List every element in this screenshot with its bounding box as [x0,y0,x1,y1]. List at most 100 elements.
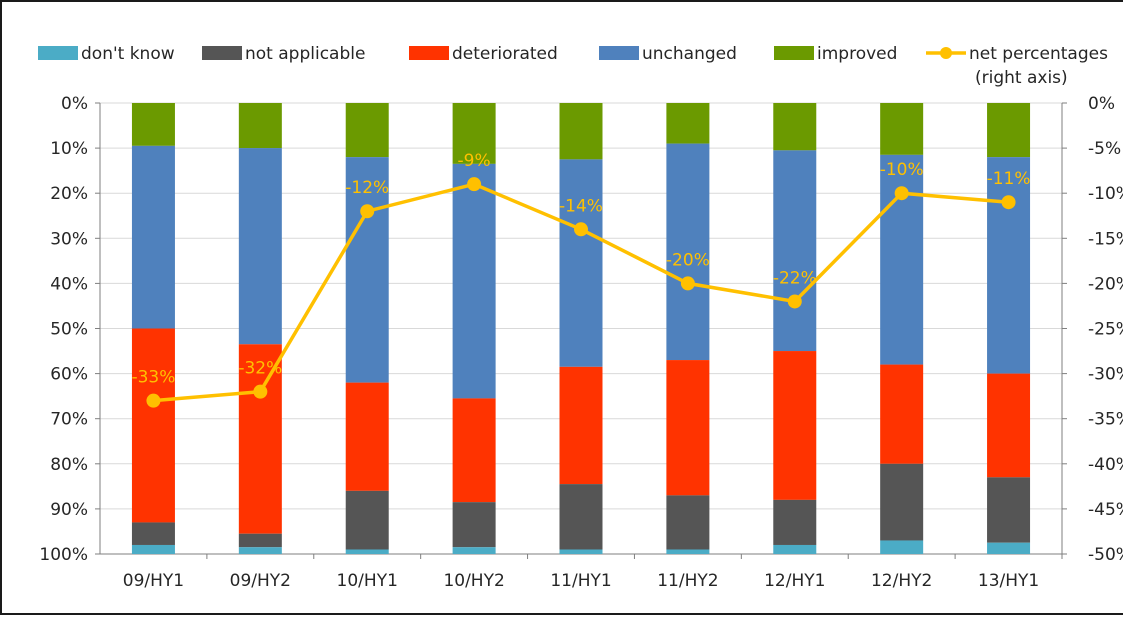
left-axis-tick-label: 60% [50,365,88,385]
left-axis-tick-label: 40% [50,274,88,294]
net-percentage-data-label: -9% [458,151,491,171]
bar-segment-deteriorated [345,382,389,491]
bar-segment-improved [452,103,496,164]
bar-segment-not-applicable [452,502,496,548]
left-axis-tick-label: 100% [39,545,88,565]
right-axis-tick-label: -10% [1088,184,1123,204]
bar-segment-improved [238,103,282,149]
net-percentage-data-label: -20% [666,250,710,270]
net-percentage-point [253,384,268,399]
left-axis-tick-label: 30% [50,229,88,249]
net-percentage-point [680,276,695,291]
bar-segment-improved [987,103,1031,158]
bar-segment-don-t-know [880,540,924,554]
legend-label-unchanged: unchanged [642,44,737,64]
right-axis-tick-label: -40% [1088,455,1123,475]
legend-swatch-not-applicable [202,46,242,60]
legend-swatch-deteriorated [409,46,449,60]
net-percentage-point [574,222,588,237]
bar-segment-don-t-know [238,547,282,554]
bar-segment-improved [666,103,710,144]
legend-label-not-applicable: not applicable [245,44,365,64]
right-axis-tick-label: -20% [1088,274,1123,294]
bar-segment-unchanged [559,159,603,367]
legend-marker-swatch [940,47,952,59]
net-percentage-point [467,177,482,192]
net-percentage-point [1001,195,1016,210]
bar-segment-deteriorated [666,360,710,496]
legend-swatch-unchanged [599,46,639,60]
x-axis-tick-label: 11/HY1 [550,571,611,591]
bar-segment-not-applicable [559,484,603,550]
left-axis-tick-label: 90% [50,500,88,520]
net-percentage-data-label: -12% [345,178,389,198]
legend-swatch-improved [774,46,814,60]
left-axis-tick-label: 10% [50,139,88,159]
net-percentage-point [894,186,909,201]
net-percentage-data-label: -11% [987,169,1031,189]
bar-segment-deteriorated [131,328,175,523]
bar-segment-deteriorated [880,364,924,464]
legend-label-net-percentages: net percentages [969,44,1108,64]
bar-segment-unchanged [987,157,1031,374]
bar-segment-improved [559,103,603,160]
right-axis-tick-label: -15% [1088,229,1123,249]
bar-segment-deteriorated [987,373,1031,478]
bar-segment-unchanged [131,145,175,329]
bar-segment-deteriorated [773,351,817,500]
bar-segment-unchanged [238,148,282,345]
bar-segment-unchanged [666,143,710,361]
right-axis-tick-label: 0% [1088,94,1115,114]
x-axis-tick-label: 12/HY2 [871,571,932,591]
bar-segment-not-applicable [666,495,710,550]
bar-segment-don-t-know [559,549,603,554]
bar-segment-not-applicable [773,499,817,545]
legend-label-deteriorated: deteriorated [452,44,558,64]
x-axis-tick-label: 10/HY2 [443,571,504,591]
bar-segment-don-t-know [773,544,817,554]
right-axis-tick-label: -5% [1088,139,1121,159]
legend-label-don-t-know: don't know [81,44,175,64]
x-axis-tick-label: 13/HY1 [978,571,1039,591]
right-axis-tick-label: -50% [1088,545,1123,565]
net-percentage-point [787,294,802,309]
x-axis-tick-label: 12/HY1 [764,571,825,591]
bar-segment-unchanged [345,157,389,383]
net-percentage-point [360,204,375,219]
net-percentage-data-label: -32% [238,359,282,379]
right-axis-tick-label: -45% [1088,500,1123,520]
bar-segment-improved [131,103,175,146]
bar-segment-deteriorated [559,366,603,485]
x-axis-tick-label: 10/HY1 [337,571,398,591]
right-axis-tick-label: -35% [1088,410,1123,430]
bar-segment-don-t-know [452,547,496,554]
right-axis-tick-label: -25% [1088,320,1123,340]
net-percentage-data-label: -10% [880,160,924,180]
bar-segment-not-applicable [131,522,175,545]
bar-segment-deteriorated [452,398,496,503]
left-axis-tick-label: 50% [50,320,88,340]
bar-segment-not-applicable [880,463,924,541]
x-axis-tick-label: 11/HY2 [657,571,718,591]
left-axis-tick-label: 70% [50,410,88,430]
bar-segment-not-applicable [987,477,1031,543]
bar-segment-deteriorated [238,344,282,534]
bar-segment-improved [773,103,817,151]
bar-segment-don-t-know [666,549,710,554]
x-axis-tick-label: 09/HY2 [230,571,291,591]
bar-segment-don-t-know [131,544,175,554]
bar-segment-unchanged [773,150,817,352]
legend-swatch-don-t-know [38,46,78,60]
legend-label-right-axis: (right axis) [975,68,1068,88]
x-axis-tick-label: 09/HY1 [123,571,184,591]
legend-label-improved: improved [817,44,897,64]
net-percentage-data-label: -22% [773,268,817,288]
bar-segment-improved [345,103,389,158]
bar-segment-not-applicable [345,490,389,550]
net-percentage-data-label: -14% [559,196,603,216]
left-axis-tick-label: 80% [50,455,88,475]
bar-segment-unchanged [452,163,496,399]
bar-segment-don-t-know [987,542,1031,554]
